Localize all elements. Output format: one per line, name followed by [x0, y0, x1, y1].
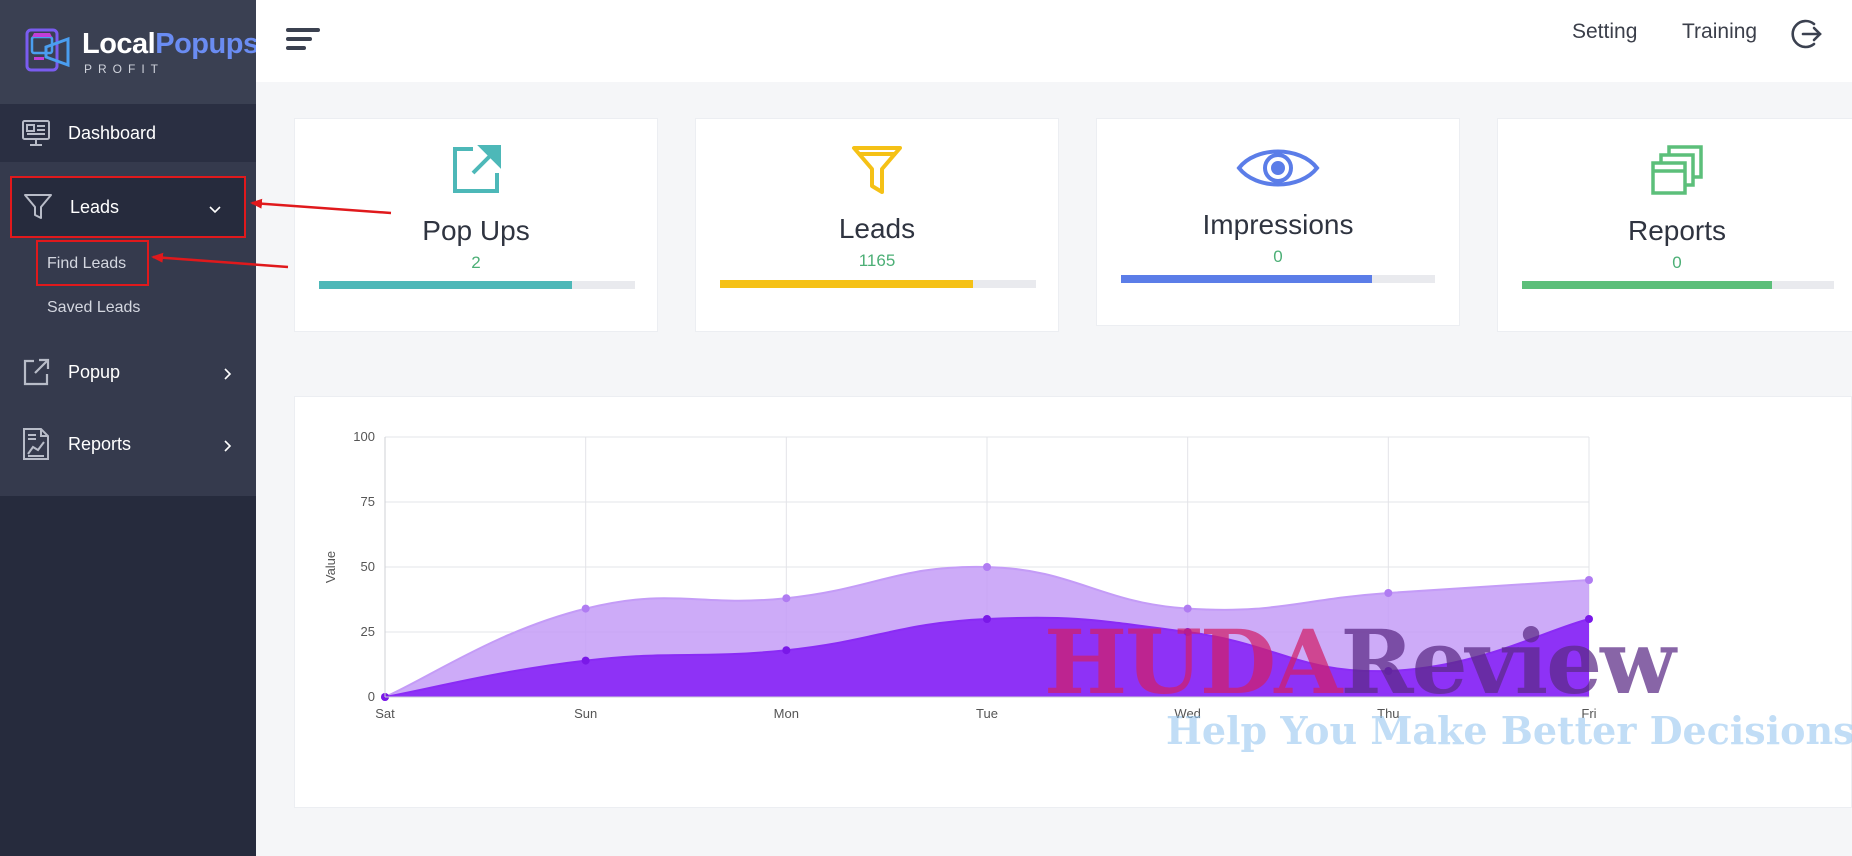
- progress-bar: [319, 281, 635, 289]
- progress-fill: [720, 280, 973, 288]
- progress-fill: [1121, 275, 1373, 283]
- data-point: [1183, 604, 1192, 613]
- sidebar-item-popup[interactable]: Popup: [0, 336, 256, 408]
- stat-card-leads[interactable]: Leads 1165: [695, 118, 1059, 332]
- data-point: [1585, 576, 1593, 584]
- area-chart[interactable]: 0 25 50 75 100 Sat Sun Mon Tue Wed Thu Fri Value: [295, 397, 1852, 809]
- brand-name-part2: Popups: [155, 27, 259, 60]
- sidebar-item-label: Popup: [68, 361, 121, 382]
- training-link[interactable]: Training: [1682, 20, 1758, 43]
- sidebar-subitem-label: Find Leads: [47, 255, 127, 272]
- brand-subtitle: PROFIT: [84, 61, 164, 76]
- chevron-down-icon: [208, 200, 222, 214]
- stat-title: Impressions: [1202, 209, 1354, 240]
- report-chart-icon: [20, 428, 52, 460]
- y-tick-label: 50: [361, 559, 375, 574]
- stat-title: Pop Ups: [422, 215, 530, 246]
- eye-icon: [1236, 143, 1320, 198]
- sidebar-item-reports[interactable]: Reports: [0, 408, 256, 480]
- y-tick-label: 100: [353, 429, 375, 444]
- data-point: [1585, 615, 1593, 623]
- chevron-right-icon: [220, 437, 234, 452]
- y-tick-label: 0: [368, 689, 375, 704]
- hamburger-menu-icon[interactable]: [286, 28, 320, 54]
- x-tick-label: Fri: [1581, 706, 1596, 721]
- stat-value: 0: [1672, 253, 1682, 272]
- x-tick-label: Tue: [976, 706, 998, 721]
- x-tick-label: Sun: [574, 706, 597, 721]
- leads-submenu: Find Leads Saved Leads: [0, 238, 256, 330]
- data-point: [983, 615, 991, 623]
- chart-panel: 0 25 50 75 100 Sat Sun Mon Tue Wed Thu Fri Value: [294, 396, 1852, 808]
- watermark-part2: Review: [1340, 610, 1675, 714]
- x-tick-label: Thu: [1377, 706, 1399, 721]
- x-tick-label: Mon: [774, 706, 799, 721]
- watermark-part1: HUDA: [1044, 610, 1342, 714]
- stat-value: 1165: [858, 251, 896, 270]
- sidebar-item-label: Reports: [68, 433, 132, 454]
- sidebar-item-label: Dashboard: [68, 122, 157, 143]
- setting-link[interactable]: Setting: [1572, 20, 1638, 43]
- progress-bar: [720, 280, 1036, 288]
- watermark-title: HUDAReview: [1044, 610, 1676, 714]
- topbar: Setting Training: [256, 0, 1852, 82]
- data-point: [782, 646, 791, 655]
- stat-card-reports[interactable]: Reports 0: [1497, 118, 1852, 332]
- external-link-icon: [449, 143, 503, 202]
- stat-value: 2: [471, 253, 481, 272]
- filter-icon: [22, 191, 54, 223]
- filter-icon: [850, 143, 904, 202]
- brand[interactable]: LocalPopups PROFIT: [0, 0, 259, 104]
- y-tick-label: 25: [361, 624, 375, 639]
- data-point: [983, 563, 991, 571]
- sidebar-subitem-saved-leads[interactable]: Saved Leads: [0, 286, 256, 330]
- sidebar-item-leads[interactable]: Leads: [10, 176, 246, 238]
- stat-card-popups[interactable]: Pop Ups 2: [294, 118, 658, 332]
- sidebar-subitem-label: Saved Leads: [47, 299, 141, 316]
- progress-bar: [1522, 281, 1834, 289]
- x-tick-label: Sat: [375, 706, 395, 721]
- dashboard-monitor-icon: [20, 117, 52, 149]
- stat-title: Reports: [1627, 215, 1727, 246]
- sidebar-item-label: Leads: [70, 196, 120, 217]
- sidebar: LocalPopups PROFIT Dashboard Leads: [0, 0, 259, 856]
- progress-bar: [1121, 275, 1435, 283]
- data-point: [581, 604, 590, 613]
- copy-stack-icon: [1650, 143, 1704, 202]
- series-area: [385, 617, 1589, 697]
- watermark-subtitle: Help You Make Better Decisions: [1166, 708, 1852, 753]
- progress-fill: [1522, 281, 1772, 289]
- brand-logo-icon: [24, 27, 72, 77]
- y-tick-label: 75: [361, 494, 375, 509]
- data-point: [1384, 667, 1393, 675]
- data-point: [1384, 589, 1393, 597]
- data-point: [1183, 628, 1192, 636]
- x-tick-label: Wed: [1174, 706, 1201, 721]
- stat-title: Leads: [838, 213, 916, 244]
- sidebar-subitem-find-leads[interactable]: Find Leads: [0, 240, 256, 286]
- brand-name-part1: Local: [82, 27, 156, 60]
- stat-card-impressions[interactable]: Impressions 0: [1096, 118, 1460, 326]
- y-axis-label: Value: [323, 551, 338, 583]
- data-point: [581, 656, 590, 665]
- highlight-box: [36, 240, 149, 286]
- sidebar-item-dashboard[interactable]: Dashboard: [0, 104, 256, 162]
- progress-fill: [319, 281, 572, 289]
- chevron-right-icon: [220, 365, 234, 380]
- stat-value: 0: [1273, 247, 1283, 266]
- data-point: [782, 594, 791, 603]
- external-link-icon: [20, 356, 52, 388]
- logout-icon[interactable]: [1789, 17, 1823, 51]
